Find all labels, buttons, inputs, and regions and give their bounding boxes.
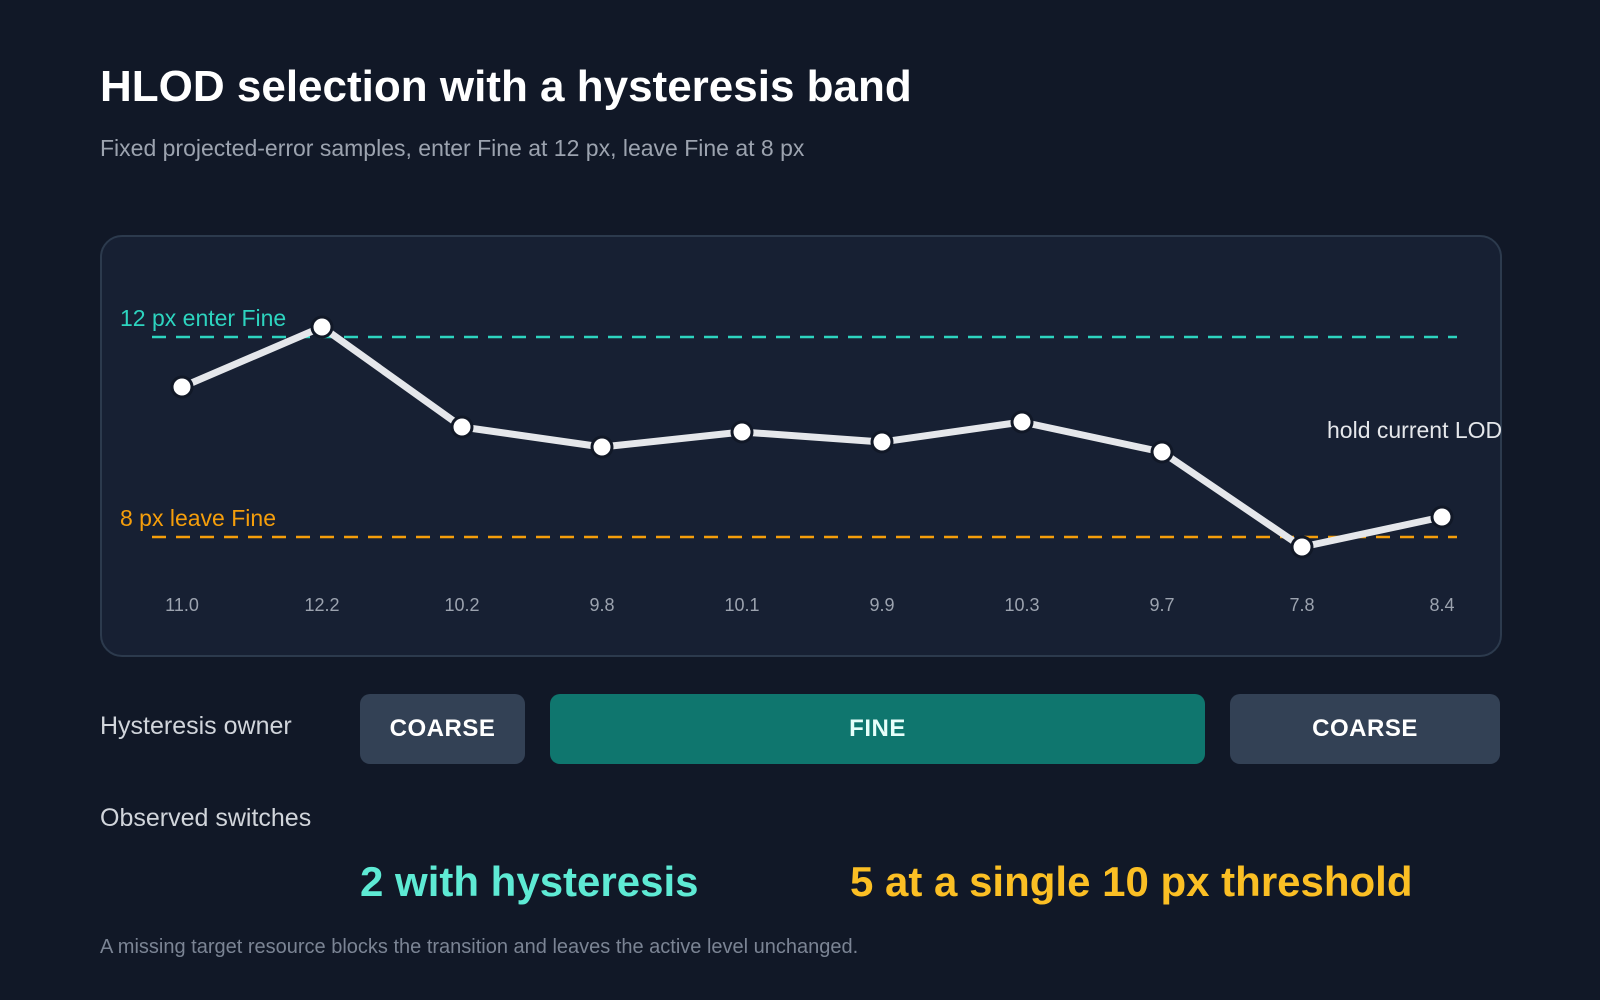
- x-tick-label: 7.8: [1289, 595, 1314, 615]
- data-point: [170, 375, 194, 399]
- data-point: [730, 420, 754, 444]
- x-tick-label: 9.9: [869, 595, 894, 615]
- x-tick-label: 10.3: [1004, 595, 1039, 615]
- hysteresis-owner-label: Hysteresis owner: [100, 712, 292, 740]
- data-point: [1010, 410, 1034, 434]
- hold-current-lod-annotation: hold current LOD: [1327, 417, 1502, 443]
- x-tick-label: 10.2: [444, 595, 479, 615]
- data-point: [310, 315, 334, 339]
- x-tick-label: 9.7: [1149, 595, 1174, 615]
- owner-segment-coarse-end: COARSE: [1230, 694, 1500, 764]
- chart-panel: 12 px enter Fine 8 px leave Fine 11.0 12.2 1…: [100, 235, 1502, 657]
- owner-segment-fine: FINE: [550, 694, 1205, 764]
- x-tick-label: 8.4: [1429, 595, 1454, 615]
- data-point: [450, 415, 474, 439]
- switches-single-threshold: 5 at a single 10 px threshold: [850, 858, 1413, 905]
- data-point: [1150, 440, 1174, 464]
- page-title: HLOD selection with a hysteresis band: [100, 62, 912, 111]
- threshold-label-8px: 8 px leave Fine: [120, 505, 276, 531]
- data-point: [1430, 505, 1454, 529]
- owner-segment-coarse-start: COARSE: [360, 694, 525, 764]
- x-tick-label: 9.8: [589, 595, 614, 615]
- page-subtitle: Fixed projected-error samples, enter Fin…: [100, 135, 805, 161]
- x-tick-label: 10.1: [724, 595, 759, 615]
- data-point: [1290, 535, 1314, 559]
- x-tick-label: 12.2: [304, 595, 339, 615]
- data-point: [870, 430, 894, 454]
- threshold-label-12px: 12 px enter Fine: [120, 305, 286, 331]
- line-chart: 12 px enter Fine 8 px leave Fine 11.0 12.2 1…: [120, 305, 1502, 615]
- observed-switches-label: Observed switches: [100, 804, 312, 832]
- series-line: [178, 323, 1446, 551]
- x-tick-label: 11.0: [165, 595, 199, 615]
- footnote: A missing target resource blocks the tra…: [100, 936, 859, 958]
- data-point: [590, 435, 614, 459]
- switches-with-hysteresis: 2 with hysteresis: [360, 858, 699, 905]
